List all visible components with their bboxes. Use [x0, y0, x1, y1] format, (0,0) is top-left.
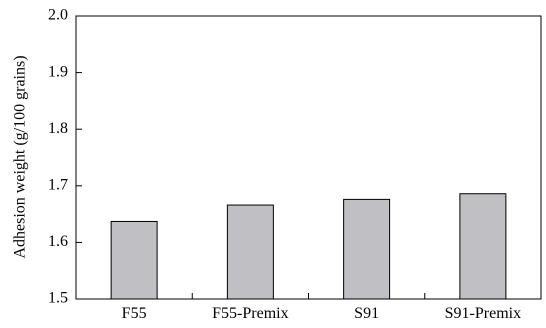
- x-tick-label: S91: [354, 305, 379, 322]
- x-tick-label: S91-Premix: [445, 305, 521, 322]
- x-tick-label: F55-Premix: [212, 305, 288, 322]
- bar-s91-premix: [459, 193, 507, 300]
- y-tick-label: 1.9: [48, 63, 68, 80]
- bar-f55-premix: [226, 204, 274, 300]
- plot-area: 1.5 1.6 1.7 1.8 1.9 2.0 F55 F55-Premix S91 S91-Pr…: [48, 7, 542, 322]
- y-tick-label: 1.8: [48, 120, 68, 137]
- y-tick-label: 1.5: [48, 290, 68, 307]
- x-tick-label: F55: [122, 305, 147, 322]
- bar-s91: [343, 198, 391, 300]
- y-tick-label: 1.6: [48, 233, 68, 250]
- bar-f55: [110, 220, 158, 300]
- y-axis-title: Adhesion weight (g/100 grains): [12, 55, 29, 258]
- y-tick-label: 1.7: [48, 176, 68, 193]
- y-tick-label: 2.0: [48, 7, 68, 24]
